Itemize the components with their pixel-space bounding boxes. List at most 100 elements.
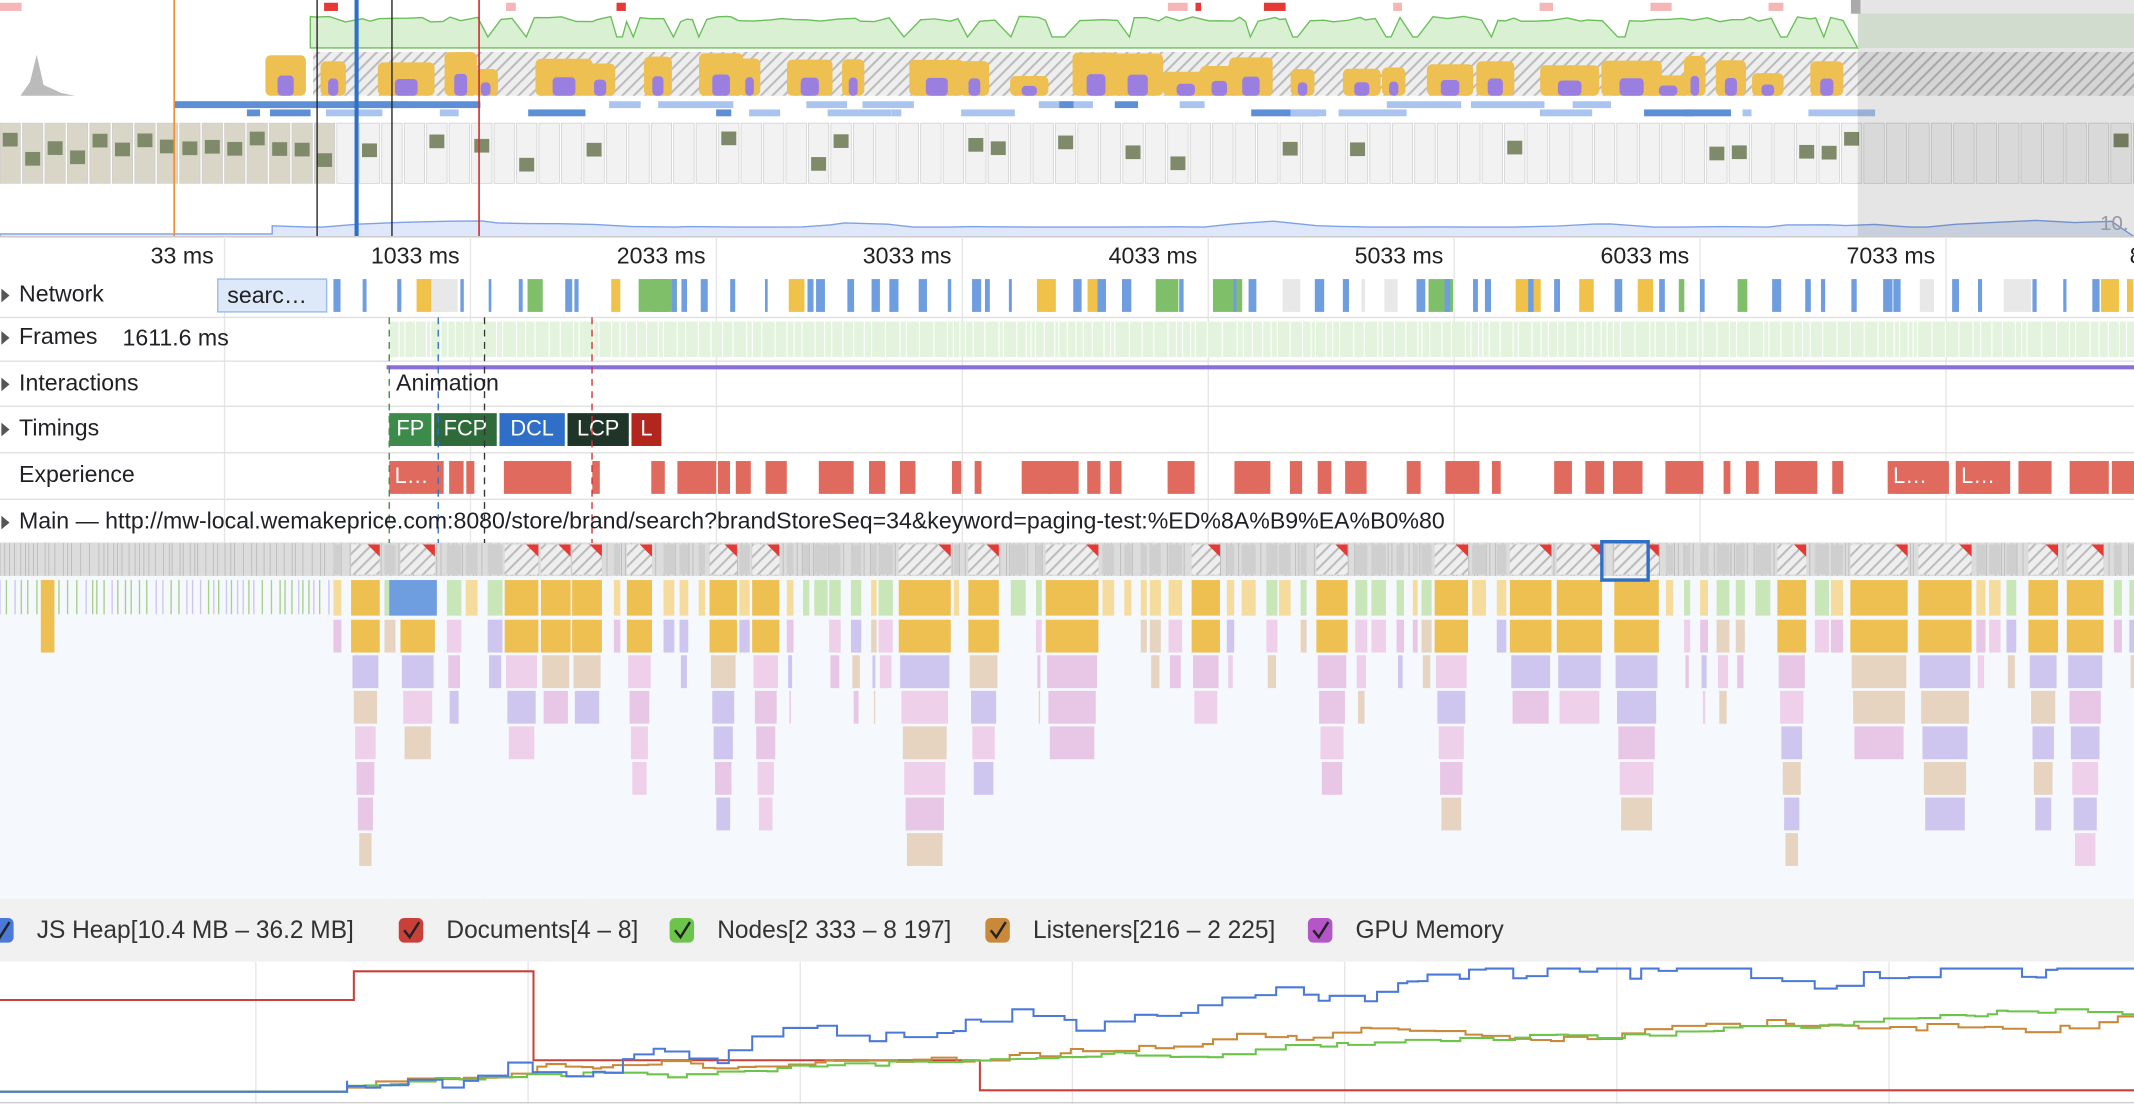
expand-arrow[interactable] [1,422,10,437]
function-call [753,655,778,689]
expand-arrow[interactable] [1,288,10,303]
screenshot [1212,122,1234,184]
network-request [918,279,927,312]
function-call [2113,580,2122,616]
cpu-rendering [1761,84,1775,96]
network-request [2032,279,2037,312]
counter-line [0,1015,2134,1093]
long-task-flag [1959,544,1972,557]
layout-shift [1406,461,1421,494]
legend-checkbox[interactable] [985,917,1010,943]
network-request [1554,279,1561,312]
network-request [1484,279,1492,312]
screenshot-img [1507,140,1523,155]
function-call [572,619,602,653]
expand-arrow[interactable] [1,331,10,345]
function-call [1854,726,1904,760]
function-call [1035,619,1042,653]
layout-shift [1289,461,1303,494]
function-call [757,761,774,795]
long-task [679,544,689,575]
function-call [1169,655,1181,689]
screenshot [1324,122,1346,184]
function-call [829,580,841,616]
long-task [446,544,462,575]
layout-shift [449,461,464,494]
cpu-rendering [1242,76,1260,96]
long-task [465,544,478,575]
legend-checkbox[interactable] [669,917,695,943]
resizer[interactable] [1850,0,1861,14]
legend-checkbox[interactable] [0,917,14,943]
layout-shift [1832,461,1844,494]
timing-marker[interactable] [434,413,497,446]
net-bar [1742,109,1752,117]
function-call [1396,619,1404,653]
screenshot [897,122,919,184]
long-task [1412,544,1418,575]
net-bar [1338,109,1407,117]
network-request[interactable] [217,278,328,313]
screenshot [1302,122,1324,184]
selected-task[interactable] [1600,540,1650,582]
function-call [542,655,570,689]
timing-marker[interactable] [567,413,629,446]
layout-shift [592,461,600,494]
expand-arrow[interactable] [1,515,10,530]
function-call [902,726,947,760]
screenshot [1055,122,1077,184]
timing-marker[interactable] [631,413,662,446]
cpu-rendering [1021,85,1037,96]
legend-checkbox[interactable] [398,917,424,943]
expand-arrow[interactable] [1,377,10,392]
function-call [850,580,862,616]
layout-shift[interactable] [389,461,444,494]
long-task [850,544,862,575]
screenshot-img [1058,135,1074,150]
layout-shift [869,461,886,494]
function-call [1717,655,1729,689]
function-call [2031,690,2056,724]
function-call [1558,655,1601,689]
cpu-rendering [1440,79,1460,96]
timing-marker[interactable] [389,413,432,446]
long-frame [616,2,626,11]
layout-shift[interactable] [1887,461,1949,494]
function-call [789,690,791,724]
screenshot [875,122,897,184]
function-call [1472,580,1486,616]
function-call [972,726,995,760]
cpu-rendering [1690,75,1700,96]
function-call [1509,580,1552,616]
layout-shift[interactable] [1955,461,2011,494]
long-task [698,544,705,575]
network-request [1637,279,1654,312]
net-bar [1470,101,1545,109]
function-call [352,655,379,689]
function-call [506,655,538,689]
function-call [1737,655,1744,689]
legend-checkbox[interactable] [1307,917,1333,943]
function-call [663,580,675,616]
long-frame [1167,2,1188,11]
long-task [1149,544,1161,575]
timing-marker[interactable] [499,413,565,446]
long-task-flag [639,544,653,557]
screenshot-img [1709,146,1725,161]
function-call [355,726,376,760]
long-task-flag [1589,544,1603,557]
screenshot [1526,122,1548,184]
screenshot [763,122,785,184]
overview-end-label: 10. [2100,212,2128,235]
function-call [901,690,949,724]
function-call [752,580,780,616]
screenshot [2043,122,2065,184]
network-request [2003,279,2032,312]
long-task [2113,544,2122,575]
network-request [1614,279,1623,312]
long-task [1010,544,1026,575]
function-call [2113,619,2122,653]
layout-shift [952,461,962,494]
track-name: Frames [19,323,97,349]
function-call [905,797,944,831]
